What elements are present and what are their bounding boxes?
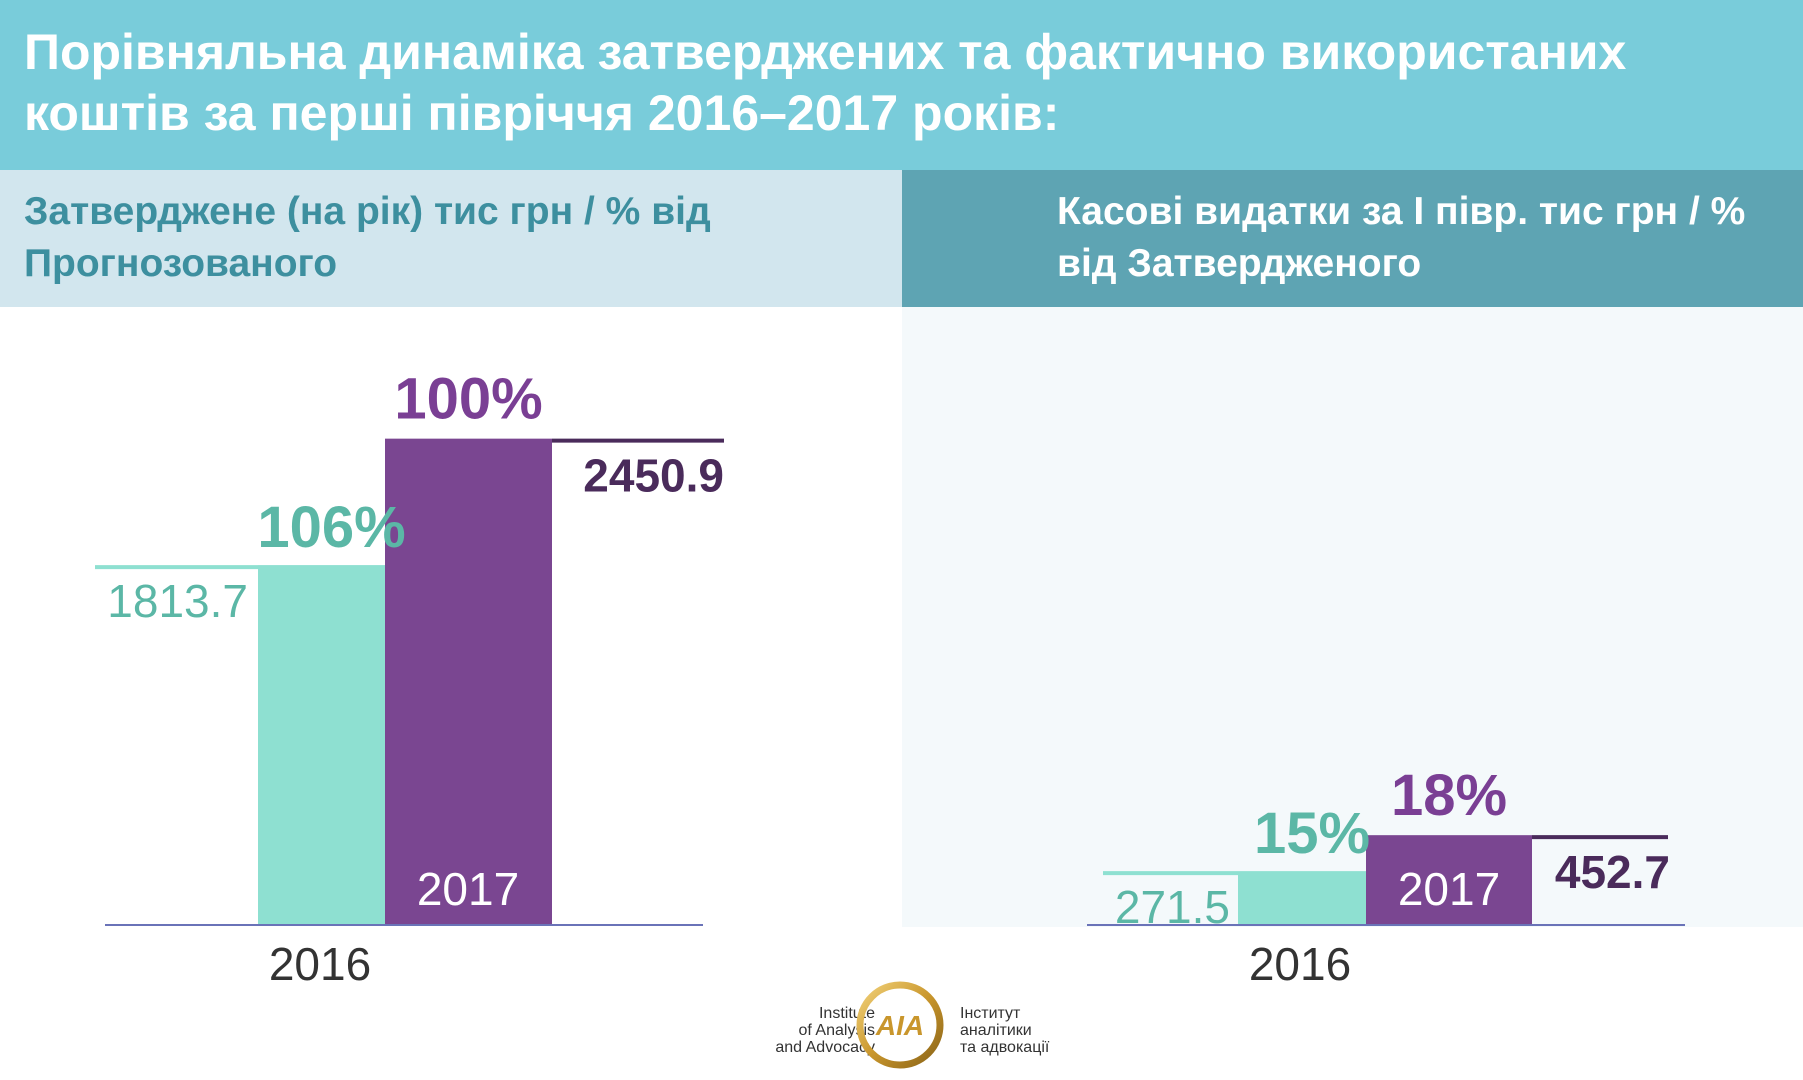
page-title: Порівняльна динаміка затверджених та фак… bbox=[24, 24, 1627, 141]
percent-label: 15% bbox=[1254, 801, 1370, 866]
title-band: Порівняльна динаміка затверджених та фак… bbox=[0, 0, 1803, 170]
logo-en-line: Institute bbox=[818, 1005, 875, 1022]
percent-label: 106% bbox=[257, 495, 405, 560]
bar-2016 bbox=[1238, 871, 1366, 925]
logo-ua-line: Інститут bbox=[960, 1005, 1021, 1022]
percent-label: 18% bbox=[1391, 763, 1507, 828]
bar-2017 bbox=[1366, 835, 1532, 925]
bar-2016 bbox=[258, 565, 385, 925]
value-label: 452.7 bbox=[1555, 846, 1670, 898]
bar-2017 bbox=[385, 438, 552, 925]
logo-ua-line: та адвокації bbox=[960, 1039, 1050, 1056]
institute-logo: Institute of Analysis and Advocacy AIA І… bbox=[720, 980, 1080, 1075]
left-panel-title: Затверджене (на рік) тис грн / % від Про… bbox=[24, 190, 711, 285]
value-label: 2450.9 bbox=[583, 450, 724, 502]
logo-en-line: of Analysis bbox=[798, 1022, 875, 1039]
right-panel-background bbox=[902, 307, 1803, 927]
logo-ua-line: аналітики bbox=[960, 1022, 1032, 1039]
category-label: 2016 bbox=[269, 938, 371, 990]
right-panel-header: Касові видатки за І півр. тис грн / % ві… bbox=[902, 170, 1803, 307]
value-label: 1813.7 bbox=[107, 575, 248, 627]
left-panel-header: Затверджене (на рік) тис грн / % від Про… bbox=[0, 170, 902, 307]
logo-english-text: Institute of Analysis and Advocacy bbox=[735, 1005, 875, 1056]
category-label: 2017 bbox=[1398, 863, 1500, 915]
category-label: 2016 bbox=[1249, 938, 1351, 990]
svg-text:AIA: AIA bbox=[875, 1010, 924, 1041]
logo-mark-icon: AIA bbox=[856, 981, 944, 1069]
category-label: 2017 bbox=[417, 863, 519, 915]
logo-en-line: and Advocacy bbox=[775, 1039, 875, 1056]
percent-label: 100% bbox=[394, 367, 542, 432]
right-panel-title: Касові видатки за І півр. тис грн / % ві… bbox=[1057, 190, 1746, 285]
logo-ukrainian-text: Інститут аналітики та адвокації bbox=[960, 1005, 1100, 1056]
